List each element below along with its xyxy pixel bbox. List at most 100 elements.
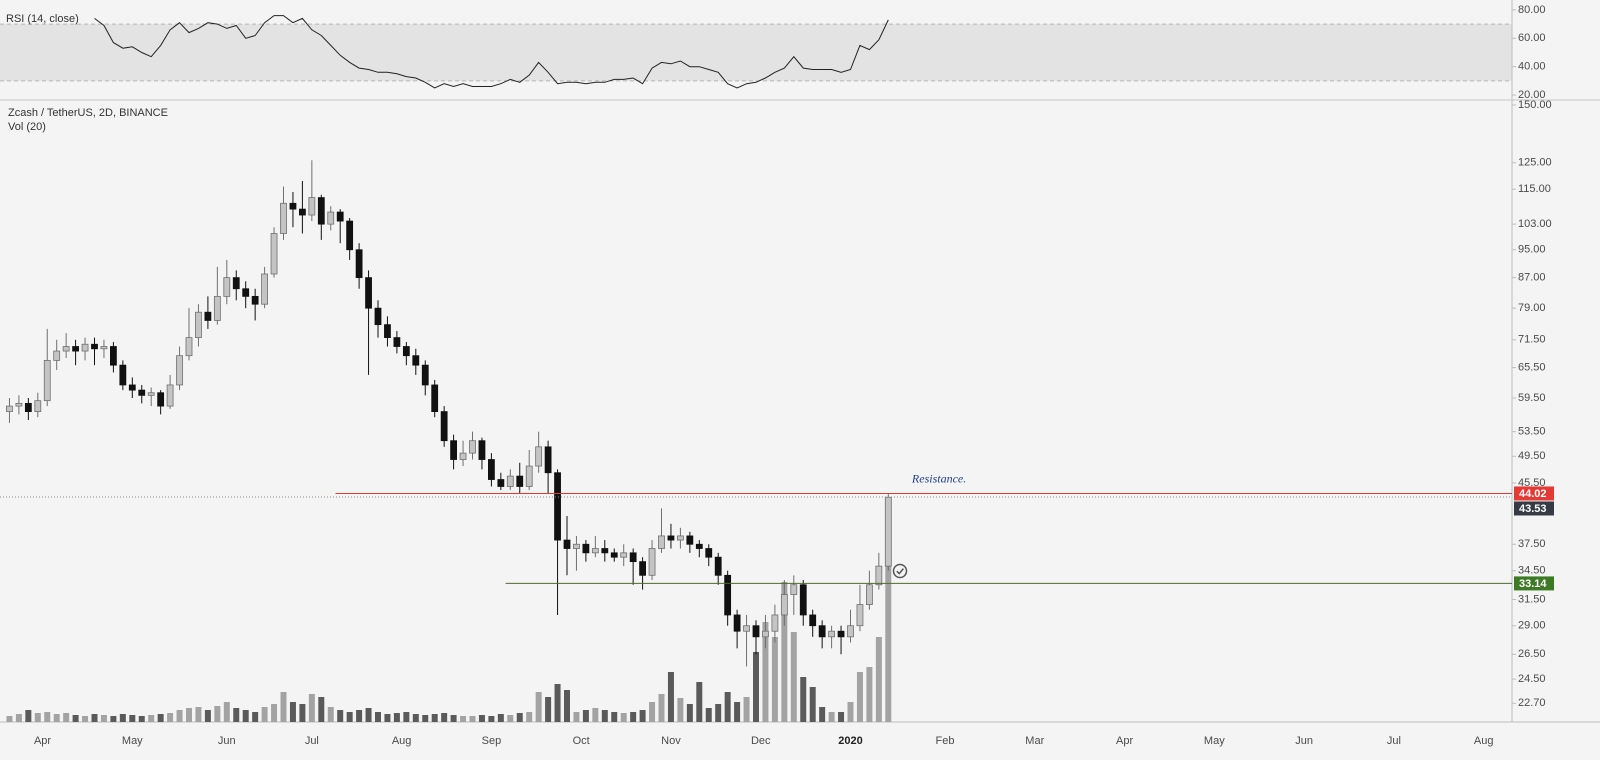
y-tick-label: 24.50 [1518, 673, 1546, 685]
volume-bar [856, 672, 863, 722]
candle-body [176, 355, 183, 386]
volume-bar [384, 714, 391, 722]
candle-body [582, 543, 590, 554]
volume-bar [535, 692, 542, 722]
volume-bar [252, 712, 259, 722]
volume-bar [53, 714, 60, 722]
volume-bar [734, 702, 741, 722]
volume-bar [677, 698, 684, 722]
volume-bar [63, 713, 70, 722]
volume-bar [705, 708, 712, 722]
y-tick-label: 37.50 [1518, 538, 1546, 550]
volume-bar [186, 708, 192, 722]
volume-bar [119, 714, 126, 722]
candle-body [667, 535, 675, 541]
candle-body [780, 594, 788, 616]
candle-body [856, 604, 864, 627]
candle-body [6, 405, 13, 413]
volume-bar [762, 622, 769, 722]
candle-body [799, 584, 807, 616]
candle-body [497, 479, 505, 487]
x-tick-label: Jul [305, 735, 319, 747]
volume-bar [299, 704, 306, 722]
x-tick-label: Oct [573, 735, 590, 747]
candle-body [34, 400, 42, 413]
candle-body [24, 402, 32, 413]
y-tick-label: 40.00 [1518, 61, 1546, 73]
price-label: 43.53 [1519, 503, 1547, 515]
volume-bar [819, 707, 826, 722]
volume-bar [157, 714, 164, 722]
candle-body [620, 552, 628, 558]
candle-body [157, 392, 165, 407]
volume-bar [422, 715, 429, 722]
candle-body [535, 446, 543, 467]
candle-body [752, 625, 760, 638]
candle-body [818, 625, 826, 638]
x-tick-label: Sep [482, 735, 502, 747]
y-tick-label: 103.00 [1518, 218, 1552, 230]
price-label: 44.02 [1519, 488, 1547, 500]
candle-body [138, 389, 146, 396]
candle-body [204, 311, 212, 321]
candle-body [790, 584, 798, 595]
volume-bar [753, 652, 759, 722]
candle-body [119, 364, 127, 386]
candle-body [487, 459, 495, 480]
candle-body [147, 392, 155, 396]
volume-bar [412, 714, 419, 722]
y-tick-label: 22.70 [1518, 697, 1546, 709]
price-label: 33.14 [1519, 578, 1547, 590]
candle-body [223, 277, 231, 297]
symbol-title: Zcash / TetherUS, 2D, BINANCE [8, 107, 168, 119]
x-tick-label: Aug [1474, 735, 1494, 747]
volume-bar [280, 692, 287, 722]
volume-bar [658, 694, 665, 722]
volume-bar [866, 667, 873, 722]
volume-bar [289, 702, 296, 722]
x-tick-label: May [1204, 735, 1225, 747]
candle-body [346, 220, 354, 251]
candle-body [280, 202, 287, 234]
volume-bar [592, 708, 599, 722]
volume-bar [847, 702, 854, 722]
rsi-line [94, 15, 889, 89]
x-tick-label: Jun [218, 735, 236, 747]
candle-body [714, 556, 722, 576]
x-tick-label: 2020 [838, 735, 862, 747]
candle-body [771, 614, 779, 632]
candle-body [648, 548, 656, 576]
candle-body [402, 346, 410, 357]
candle-body [232, 277, 240, 290]
volume-bar [356, 710, 363, 722]
candle-body [100, 346, 108, 350]
y-tick-label: 150.00 [1518, 99, 1552, 111]
y-tick-label: 26.50 [1518, 648, 1546, 660]
candle-body [421, 364, 429, 386]
y-tick-label: 31.50 [1518, 593, 1546, 605]
x-tick-label: Apr [34, 735, 51, 747]
rsi-band [0, 24, 1512, 81]
candle-body [884, 496, 892, 567]
candle-body [72, 346, 79, 352]
candle-body [251, 295, 259, 305]
candle-body [591, 548, 599, 554]
volume-bar [25, 710, 32, 722]
volume-bar [885, 497, 892, 722]
volume-bar [450, 715, 457, 722]
volume-bar [696, 682, 703, 722]
volume-bar [649, 702, 656, 722]
volume-bar [393, 713, 400, 722]
volume-bar [781, 582, 788, 722]
volume-bar [639, 710, 646, 722]
volume-bar [327, 707, 334, 722]
y-tick-label: 20.00 [1518, 89, 1546, 101]
volume-bar [630, 712, 637, 722]
volume-bar [545, 697, 552, 722]
volume-bar [91, 714, 98, 722]
volume-bar [337, 710, 344, 722]
volume-bar [507, 715, 514, 722]
volume-bar [176, 710, 183, 722]
y-tick-label: 49.50 [1518, 450, 1546, 462]
